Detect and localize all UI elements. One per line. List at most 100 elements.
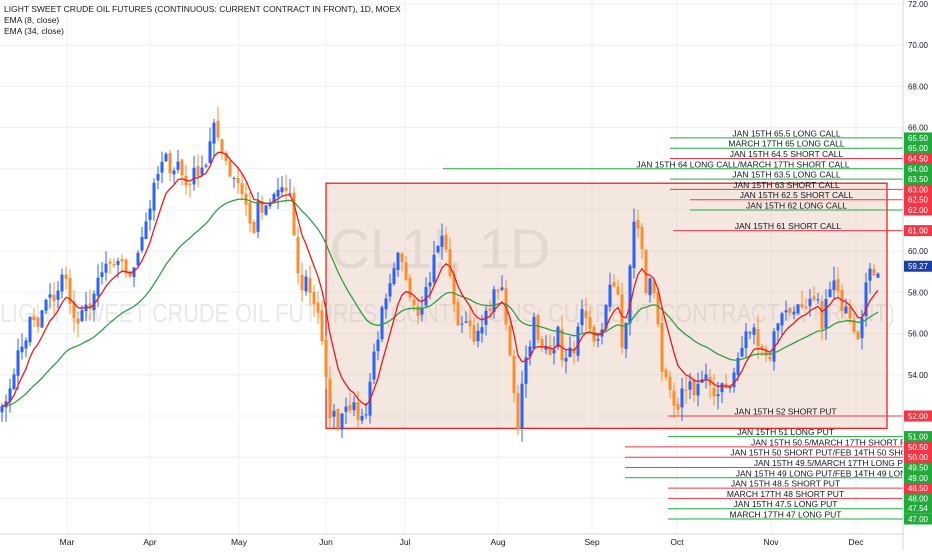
candle-body bbox=[264, 205, 268, 215]
price-tag-bg bbox=[904, 204, 932, 216]
candle-body bbox=[620, 294, 624, 348]
candle-body bbox=[536, 315, 540, 340]
price-tick-label: 70.00 bbox=[908, 41, 929, 50]
candle-body bbox=[236, 178, 240, 184]
candle-body bbox=[24, 340, 28, 349]
candle-body bbox=[580, 309, 584, 326]
price-tick-label: 58.00 bbox=[908, 288, 929, 297]
price-tag-bg bbox=[904, 502, 932, 514]
candle-body bbox=[68, 277, 72, 304]
candle-body bbox=[256, 201, 260, 232]
candle-body bbox=[540, 339, 544, 348]
candle-body bbox=[284, 187, 288, 192]
candle-body bbox=[304, 276, 308, 292]
candle-body bbox=[272, 194, 276, 203]
candle-body bbox=[644, 249, 648, 294]
annotation-label: JAN 15TH 64 LONG CALL/MARCH 17TH SHORT C… bbox=[636, 159, 849, 169]
ema-lines bbox=[1, 151, 879, 407]
candle-body bbox=[588, 317, 592, 329]
candle-body bbox=[432, 254, 436, 282]
candle-body bbox=[680, 388, 684, 408]
candle-body bbox=[856, 331, 860, 340]
candle-body bbox=[668, 376, 672, 391]
candle-body bbox=[640, 226, 644, 250]
candle-body bbox=[212, 122, 216, 144]
candle-body bbox=[360, 415, 364, 421]
indicator-ema-slow[interactable]: EMA (34, close) bbox=[4, 26, 64, 36]
candle-body bbox=[824, 299, 828, 329]
price-tick-label: 56.00 bbox=[908, 330, 929, 339]
candle-body bbox=[684, 389, 688, 391]
candle-body bbox=[440, 235, 444, 247]
candle-body bbox=[328, 378, 332, 419]
price-tag-label: 50.50 bbox=[908, 443, 929, 452]
candle-body bbox=[736, 357, 740, 375]
indicator-ema-fast[interactable]: EMA (8, close) bbox=[4, 15, 60, 25]
candle-body bbox=[664, 369, 668, 378]
candle-body bbox=[732, 372, 736, 388]
candle-body bbox=[220, 139, 224, 154]
candle-body bbox=[240, 183, 244, 195]
candle-body bbox=[232, 177, 236, 179]
price-tag-bg bbox=[904, 462, 932, 473]
time-axis: Mar Apr May Jun Jul Aug Sep Oct Nov Dec bbox=[0, 533, 903, 547]
candle-body bbox=[632, 221, 636, 269]
candle-body bbox=[688, 381, 692, 390]
candle-body bbox=[556, 326, 560, 348]
candle-body bbox=[204, 165, 208, 167]
time-tick-label: May bbox=[231, 537, 248, 547]
price-tag-bg bbox=[904, 441, 932, 453]
price-tag-label: 63.00 bbox=[908, 185, 929, 194]
candle-body bbox=[268, 203, 272, 207]
candle-body bbox=[108, 261, 112, 264]
annotation-label: JAN 15TH 50 SHORT PUT/FEB 14TH 50 SHORT … bbox=[730, 448, 932, 458]
candle-body bbox=[660, 323, 664, 372]
candle-body bbox=[624, 323, 628, 350]
price-tag-label: 63.50 bbox=[908, 175, 929, 184]
time-tick-label: Aug bbox=[490, 537, 505, 547]
candle-body bbox=[460, 323, 464, 325]
ema-slow-line bbox=[1, 198, 879, 407]
time-tick-label: Mar bbox=[60, 537, 75, 547]
candle-body bbox=[604, 305, 608, 329]
candle-body bbox=[648, 278, 652, 296]
candle-body bbox=[192, 167, 196, 185]
candle-body bbox=[636, 219, 640, 229]
candle-body bbox=[252, 222, 256, 233]
ema-fast-line bbox=[1, 151, 879, 407]
candle-body bbox=[868, 268, 872, 281]
price-tag-label: 65.00 bbox=[908, 144, 929, 153]
candle-body bbox=[492, 289, 496, 313]
candle-body bbox=[144, 221, 148, 239]
candle-body bbox=[444, 234, 448, 250]
candle-body bbox=[572, 349, 576, 354]
candle-body bbox=[348, 404, 352, 411]
candle-body bbox=[820, 301, 824, 330]
watermark: CL1!, 1D LIGHT SWEET CRUDE OIL FUTURES (C… bbox=[0, 217, 895, 328]
candle-body bbox=[100, 272, 104, 278]
candle-body bbox=[564, 357, 568, 362]
candle-body bbox=[672, 390, 676, 406]
candle-body bbox=[472, 325, 476, 342]
candle-body bbox=[844, 306, 848, 314]
candle-body bbox=[172, 170, 176, 175]
candle-body bbox=[416, 306, 420, 316]
price-tick-label: 72.00 bbox=[908, 0, 929, 9]
price-tag-bg bbox=[904, 492, 932, 504]
candle-body bbox=[656, 292, 660, 325]
candle-body bbox=[800, 304, 804, 307]
candle-body bbox=[772, 331, 776, 362]
candle-body bbox=[80, 310, 84, 322]
annotation-label: JAN 15TH 52 SHORT PUT bbox=[734, 407, 836, 417]
price-tag-bg bbox=[904, 183, 932, 195]
candle-body bbox=[852, 320, 856, 332]
candle-body bbox=[628, 265, 632, 324]
candle-body bbox=[196, 165, 200, 177]
candle-body bbox=[596, 339, 600, 341]
price-tag-bg bbox=[904, 194, 932, 206]
candle-body bbox=[120, 259, 124, 262]
candle-body bbox=[96, 277, 100, 296]
candle-body bbox=[116, 260, 120, 265]
